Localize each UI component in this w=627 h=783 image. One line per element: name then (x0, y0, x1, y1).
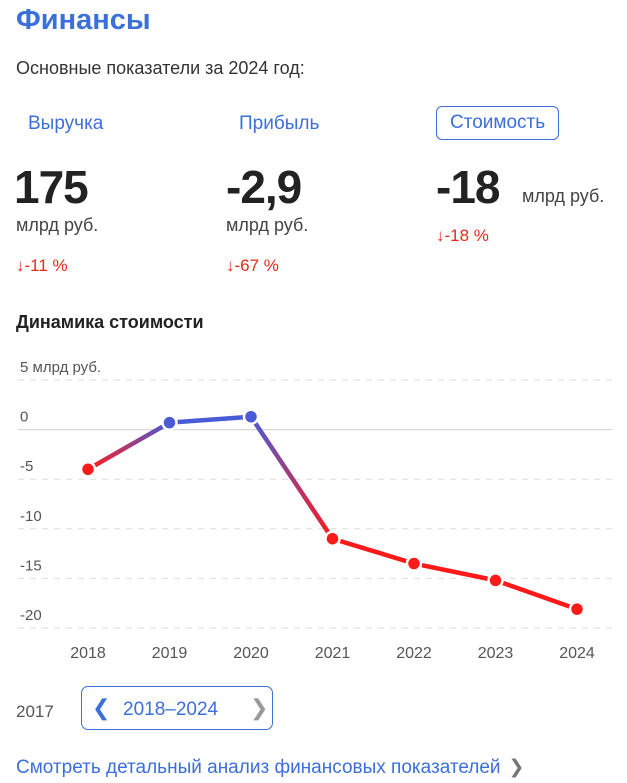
chart-title: Динамика стоимости (16, 312, 204, 332)
data-point[interactable] (242, 408, 260, 425)
series-line-segment (248, 414, 335, 541)
chart-grid: 5 млрд руб. 0 -5 -10 -15 -20 (18, 359, 612, 629)
data-point[interactable] (487, 572, 504, 589)
chart-x-axis: 2018 2019 2020 2021 2022 2023 2024 (70, 645, 595, 662)
x-tick-label: 2022 (396, 645, 432, 662)
y-tick-label: -15 (20, 557, 42, 574)
y-tick-label: 5 млрд руб. (20, 359, 101, 376)
page-title: Финансы (16, 4, 151, 36)
tab-revenue[interactable]: Выручка (28, 113, 104, 134)
x-tick-label: 2021 (315, 645, 351, 662)
page-subtitle: Основные показатели за 2024 год: (16, 58, 305, 78)
data-point[interactable] (324, 530, 341, 547)
detailed-analysis-link[interactable]: Смотреть детальный анализ финансовых пок… (16, 756, 524, 779)
value-value: -18 (436, 161, 500, 213)
data-point[interactable] (79, 461, 97, 478)
tab-value[interactable]: Стоимость (436, 106, 560, 140)
y-tick-label: -10 (20, 508, 42, 525)
range-selector[interactable]: ❮ 2018–2024 ❯ (81, 686, 273, 730)
revenue-value: 175 (14, 161, 89, 213)
chevron-right-icon[interactable]: ❯ (250, 695, 269, 720)
y-tick-label: -20 (20, 607, 42, 624)
series-line-segment (493, 578, 580, 612)
data-point[interactable] (568, 600, 586, 618)
y-tick-label: 0 (20, 409, 28, 426)
value-line-chart: 5 млрд руб. 0 -5 -10 -15 -20 2018 2019 2020 2021… (18, 359, 612, 662)
range-current: 2018–2024 (123, 699, 219, 720)
series-line-segment (85, 420, 172, 472)
y-tick-label: -5 (20, 458, 33, 475)
detailed-analysis-link-text: Смотреть детальный анализ финансовых пок… (16, 757, 501, 778)
value-delta: ↓-18 % (436, 226, 489, 245)
data-point[interactable] (161, 414, 178, 431)
revenue-delta: ↓-11 % (16, 256, 68, 275)
revenue-unit: млрд руб. (16, 215, 99, 235)
range-start-year[interactable]: 2017 (16, 702, 54, 721)
chart-lines (85, 414, 580, 612)
profit-delta: ↓-67 % (226, 256, 279, 275)
data-point[interactable] (405, 555, 423, 572)
chevron-left-icon[interactable]: ❮ (92, 695, 111, 720)
series-line-segment (330, 536, 417, 566)
value-unit: млрд руб. (522, 186, 605, 206)
profit-unit: млрд руб. (226, 215, 309, 235)
x-tick-label: 2023 (478, 645, 514, 662)
series-line-segment (167, 414, 254, 425)
x-tick-label: 2018 (70, 645, 106, 662)
chart-points (79, 408, 586, 618)
tab-profit[interactable]: Прибыль (239, 113, 320, 134)
chevron-right-icon: ❯ (508, 757, 525, 778)
profit-value: -2,9 (226, 161, 302, 213)
x-tick-label: 2024 (559, 645, 595, 662)
x-tick-label: 2020 (233, 645, 269, 662)
x-tick-label: 2019 (152, 645, 188, 662)
series-line-segment (411, 561, 498, 583)
